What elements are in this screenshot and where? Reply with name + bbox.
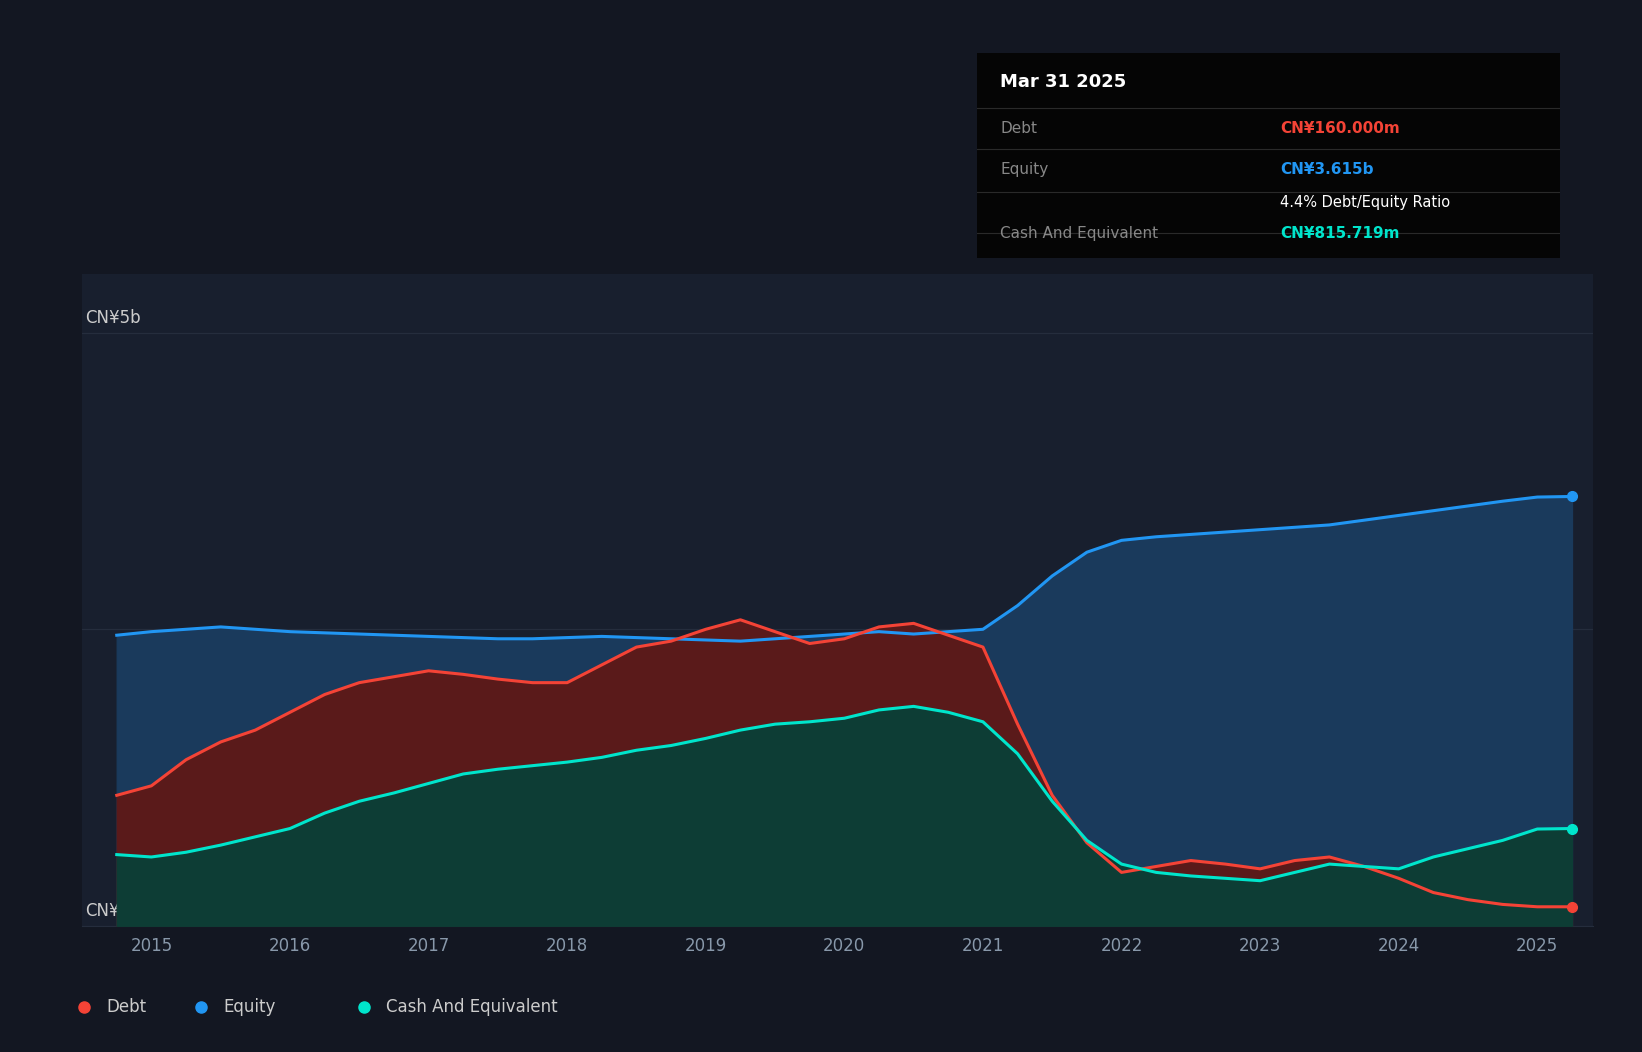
Text: CN¥160.000m: CN¥160.000m [1281,121,1401,136]
Text: Equity: Equity [1000,162,1049,177]
Text: CN¥5b: CN¥5b [85,309,141,327]
Text: 4.4% Debt/Equity Ratio: 4.4% Debt/Equity Ratio [1281,195,1450,209]
Text: Equity: Equity [223,998,276,1016]
Text: Cash And Equivalent: Cash And Equivalent [1000,225,1159,241]
Text: CN¥3.615b: CN¥3.615b [1281,162,1374,177]
Text: CN¥815.719m: CN¥815.719m [1281,225,1399,241]
Text: Mar 31 2025: Mar 31 2025 [1000,74,1126,92]
Text: Cash And Equivalent: Cash And Equivalent [386,998,558,1016]
Text: Debt: Debt [107,998,146,1016]
Text: CN¥0: CN¥0 [85,902,130,919]
Text: Debt: Debt [1000,121,1038,136]
